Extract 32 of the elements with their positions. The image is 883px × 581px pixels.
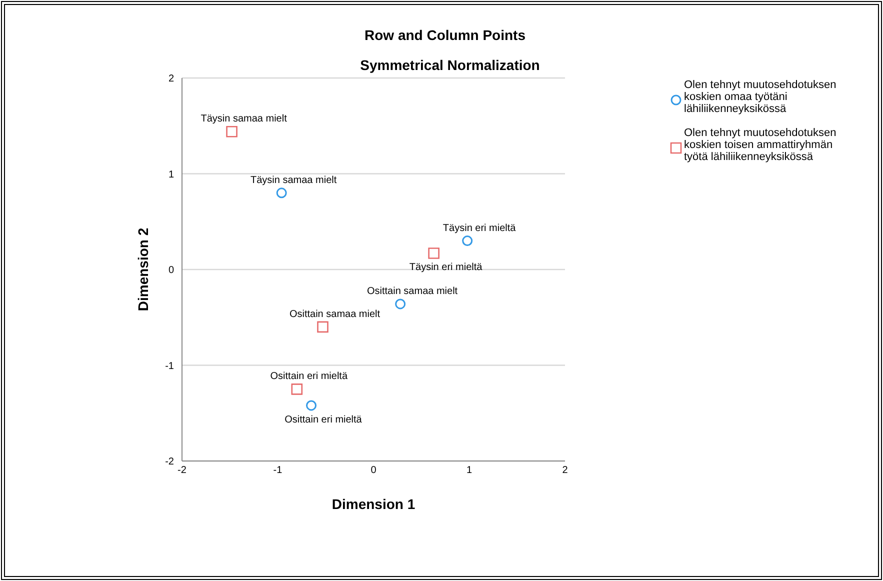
y-axis-title: Dimension 2 bbox=[135, 228, 151, 312]
x-tick-label: 1 bbox=[466, 465, 472, 476]
y-tick-label: 1 bbox=[168, 169, 174, 180]
point bbox=[317, 321, 328, 333]
point bbox=[428, 248, 440, 259]
legend-label: Olen tehnyt muutosehdotuksen koskien toisen ammattiryhmän työtä lähiliikenneyksikössä bbox=[684, 127, 836, 163]
point bbox=[226, 126, 238, 138]
annotation: Osittain samaa mielt bbox=[289, 308, 380, 320]
annotation: Osittain eri mieltä bbox=[284, 414, 362, 426]
annotation: Täysin samaa mielt bbox=[200, 114, 288, 125]
point bbox=[306, 400, 317, 411]
annotation: Täysin eri mieltä bbox=[409, 262, 483, 274]
y-tick-label: 0 bbox=[168, 265, 174, 276]
annotation: Täysin samaa mielt bbox=[250, 174, 337, 186]
annotation: Osittain eri mieltä bbox=[270, 371, 348, 382]
point bbox=[395, 298, 406, 310]
y-tick-label: -1 bbox=[165, 360, 174, 372]
point bbox=[276, 188, 287, 198]
y-tick-label: 2 bbox=[168, 74, 174, 84]
point bbox=[291, 384, 303, 395]
x-axis-title: Dimension 1 bbox=[332, 496, 416, 512]
x-tick-label: 2 bbox=[562, 465, 568, 476]
x-tick-label: -1 bbox=[273, 465, 283, 476]
annotation: Osittain samaa mielt bbox=[367, 286, 458, 297]
chart-title: Row and Column Points bbox=[364, 27, 526, 43]
point bbox=[462, 236, 473, 246]
y-tick-label: -2 bbox=[165, 456, 174, 468]
x-tick-label: -2 bbox=[178, 465, 187, 476]
legend-label: Olen tehnyt muutosehdotuksen koskien omaa työtäni lähiliikenneyksikössä bbox=[684, 79, 836, 115]
annotation: Täysin eri mieltä bbox=[442, 222, 516, 234]
chart-subtitle: Symmetrical Normalization bbox=[360, 57, 540, 73]
x-tick-label: 0 bbox=[370, 465, 377, 476]
